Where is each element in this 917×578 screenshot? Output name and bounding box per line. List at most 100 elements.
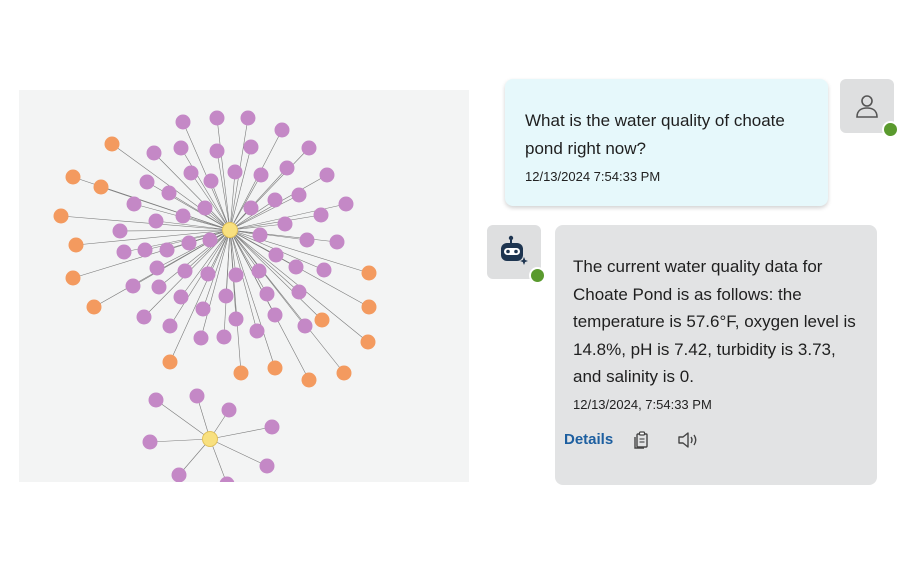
graph-node-purple[interactable] — [313, 207, 329, 223]
graph-edge — [182, 215, 231, 231]
graph-node-purple[interactable] — [252, 227, 268, 243]
graph-node-purple[interactable] — [219, 476, 235, 483]
graph-node-purple[interactable] — [189, 388, 205, 404]
graph-edge — [100, 186, 231, 231]
graph-node-purple[interactable] — [209, 143, 225, 159]
graph-node-purple[interactable] — [228, 311, 244, 327]
graph-node-purple[interactable] — [288, 259, 304, 275]
speaker-icon[interactable] — [677, 430, 699, 450]
graph-node-purple[interactable] — [149, 260, 165, 276]
graph-node-purple[interactable] — [209, 110, 225, 126]
graph-node-purple[interactable] — [126, 196, 142, 212]
graph-node-purple[interactable] — [291, 284, 307, 300]
graph-node-purple[interactable] — [177, 263, 193, 279]
graph-node-orange[interactable] — [104, 136, 120, 152]
graph-edge — [229, 223, 286, 231]
graph-node-purple[interactable] — [175, 114, 191, 130]
graph-node-purple[interactable] — [218, 288, 234, 304]
graph-node-purple[interactable] — [274, 122, 290, 138]
graph-node-purple[interactable] — [137, 242, 153, 258]
graph-node-purple[interactable] — [251, 263, 267, 279]
graph-node-purple[interactable] — [267, 307, 283, 323]
graph-node-purple[interactable] — [159, 242, 175, 258]
graph-node-purple[interactable] — [202, 232, 218, 248]
graph-node-orange[interactable] — [65, 169, 81, 185]
graph-node-orange[interactable] — [336, 365, 352, 381]
graph-node-orange[interactable] — [301, 372, 317, 388]
graph-edge — [229, 146, 252, 231]
graph-node-purple[interactable] — [319, 167, 335, 183]
graph-node-purple[interactable] — [125, 278, 141, 294]
graph-edge — [209, 426, 273, 440]
graph-edge — [223, 229, 231, 338]
graph-node-purple[interactable] — [195, 301, 211, 317]
user-online-status — [882, 121, 899, 138]
graph-node-purple[interactable] — [259, 458, 275, 474]
graph-node-orange[interactable] — [65, 270, 81, 286]
graph-node-purple[interactable] — [173, 140, 189, 156]
graph-node-purple[interactable] — [112, 223, 128, 239]
graph-node-purple[interactable] — [116, 244, 132, 260]
graph-node-orange[interactable] — [162, 354, 178, 370]
graph-node-purple[interactable] — [240, 110, 256, 126]
graph-node-purple[interactable] — [301, 140, 317, 156]
graph-node-purple[interactable] — [221, 402, 237, 418]
graph-node-purple[interactable] — [183, 165, 199, 181]
graph-canvas[interactable] — [19, 90, 469, 482]
graph-node-purple[interactable] — [268, 247, 284, 263]
graph-node-purple[interactable] — [148, 213, 164, 229]
graph-node-purple[interactable] — [228, 267, 244, 283]
graph-node-purple[interactable] — [151, 279, 167, 295]
graph-node-purple[interactable] — [203, 173, 219, 189]
graph-edge — [75, 229, 231, 246]
graph-node-orange[interactable] — [53, 208, 69, 224]
copy-icon[interactable] — [631, 430, 651, 450]
graph-node-purple[interactable] — [146, 145, 162, 161]
graph-node-purple[interactable] — [338, 196, 354, 212]
graph-node-purple[interactable] — [227, 164, 243, 180]
graph-node-purple[interactable] — [316, 262, 332, 278]
graph-edge — [210, 180, 231, 231]
graph-node-purple[interactable] — [291, 187, 307, 203]
graph-node-purple[interactable] — [181, 235, 197, 251]
graph-node-purple[interactable] — [139, 174, 155, 190]
graph-node-purple[interactable] — [297, 318, 313, 334]
graph-node-purple[interactable] — [161, 185, 177, 201]
graph-panel[interactable] — [19, 90, 469, 482]
graph-hub-node[interactable] — [202, 431, 218, 447]
graph-node-purple[interactable] — [148, 392, 164, 408]
graph-hub-node[interactable] — [222, 222, 238, 238]
graph-node-purple[interactable] — [253, 167, 269, 183]
graph-node-purple[interactable] — [264, 419, 280, 435]
graph-node-orange[interactable] — [361, 299, 377, 315]
graph-node-purple[interactable] — [243, 200, 259, 216]
graph-node-purple[interactable] — [216, 329, 232, 345]
graph-node-purple[interactable] — [136, 309, 152, 325]
graph-node-orange[interactable] — [68, 237, 84, 253]
graph-node-purple[interactable] — [171, 467, 187, 483]
graph-node-orange[interactable] — [86, 299, 102, 315]
graph-node-orange[interactable] — [93, 179, 109, 195]
graph-node-purple[interactable] — [142, 434, 158, 450]
graph-node-purple[interactable] — [259, 286, 275, 302]
graph-node-purple[interactable] — [277, 216, 293, 232]
graph-node-orange[interactable] — [361, 265, 377, 281]
graph-node-purple[interactable] — [200, 266, 216, 282]
graph-node-purple[interactable] — [243, 139, 259, 155]
graph-node-purple[interactable] — [267, 192, 283, 208]
graph-node-purple[interactable] — [197, 200, 213, 216]
graph-node-purple[interactable] — [173, 289, 189, 305]
graph-node-purple[interactable] — [175, 208, 191, 224]
graph-node-orange[interactable] — [267, 360, 283, 376]
graph-node-purple[interactable] — [193, 330, 209, 346]
graph-node-orange[interactable] — [233, 365, 249, 381]
graph-node-purple[interactable] — [162, 318, 178, 334]
graph-node-orange[interactable] — [360, 334, 376, 350]
graph-edge — [60, 215, 231, 231]
graph-node-purple[interactable] — [299, 232, 315, 248]
graph-node-purple[interactable] — [249, 323, 265, 339]
graph-node-purple[interactable] — [329, 234, 345, 250]
graph-node-orange[interactable] — [314, 312, 330, 328]
graph-node-purple[interactable] — [279, 160, 295, 176]
details-link[interactable]: Details — [564, 431, 614, 448]
